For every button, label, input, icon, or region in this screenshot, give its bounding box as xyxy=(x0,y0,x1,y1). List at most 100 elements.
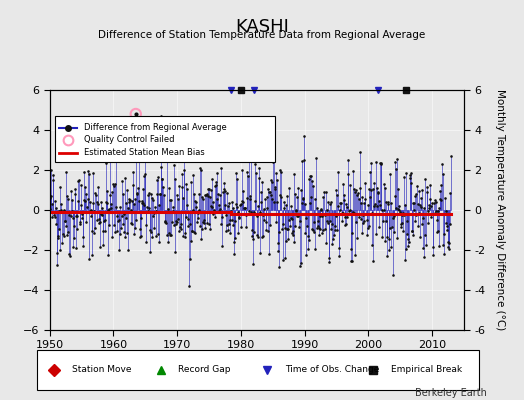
Point xyxy=(143,204,151,210)
Point xyxy=(444,239,453,246)
Point xyxy=(205,221,213,228)
Point xyxy=(181,230,190,236)
Point xyxy=(118,220,127,227)
Point xyxy=(323,199,332,205)
Point xyxy=(304,233,312,239)
Point xyxy=(299,195,307,202)
Point xyxy=(445,245,453,252)
Point xyxy=(440,231,449,238)
Point xyxy=(161,220,170,226)
Point xyxy=(97,198,105,205)
Point xyxy=(135,226,144,233)
Point xyxy=(60,218,69,224)
Point xyxy=(314,224,323,231)
Point xyxy=(222,228,230,234)
Point xyxy=(209,211,217,217)
Point xyxy=(330,231,338,238)
Point xyxy=(273,177,281,183)
Point xyxy=(74,198,82,204)
Point xyxy=(293,213,301,219)
Point xyxy=(392,235,401,241)
Point xyxy=(253,232,261,238)
Point xyxy=(387,244,396,250)
Point xyxy=(412,212,421,218)
Point xyxy=(99,228,107,234)
Point xyxy=(235,215,243,222)
Point xyxy=(145,190,153,197)
Point xyxy=(141,171,150,178)
Point xyxy=(434,205,443,211)
Point xyxy=(394,206,402,212)
Point xyxy=(133,191,141,197)
Point xyxy=(219,243,227,249)
Point xyxy=(436,197,445,204)
Point xyxy=(210,207,218,214)
Point xyxy=(242,212,250,219)
Point xyxy=(174,196,182,202)
Point xyxy=(293,194,302,201)
Point xyxy=(291,223,300,229)
Point xyxy=(139,200,147,206)
Point xyxy=(157,164,166,170)
Point xyxy=(291,191,299,197)
Point xyxy=(239,188,247,194)
Point xyxy=(405,239,413,245)
Point xyxy=(350,186,358,193)
Point xyxy=(420,254,428,260)
Point xyxy=(206,194,214,200)
Point xyxy=(250,209,258,216)
Point xyxy=(333,192,341,198)
Point xyxy=(407,180,416,186)
Point xyxy=(430,200,438,206)
Point xyxy=(272,198,281,205)
Point xyxy=(58,240,66,246)
Point xyxy=(287,215,295,222)
Point xyxy=(146,227,154,234)
Point xyxy=(56,184,64,190)
Point xyxy=(243,195,251,202)
Point xyxy=(211,179,220,186)
Point xyxy=(241,205,249,211)
Point xyxy=(367,187,375,193)
Point xyxy=(309,227,318,233)
Point xyxy=(161,218,169,225)
Point xyxy=(143,238,151,245)
Point xyxy=(240,205,248,211)
Point xyxy=(237,201,245,208)
Point xyxy=(337,200,345,206)
Point xyxy=(212,182,220,188)
Point xyxy=(280,255,289,262)
Point xyxy=(375,224,384,230)
Point xyxy=(285,216,293,223)
Point xyxy=(315,232,323,238)
Point xyxy=(63,232,71,238)
Point xyxy=(345,181,354,188)
Point xyxy=(57,207,66,213)
Point xyxy=(350,209,358,216)
Point xyxy=(420,205,429,211)
Point xyxy=(173,216,182,222)
Point xyxy=(234,230,243,237)
Point xyxy=(299,195,308,202)
Point xyxy=(169,204,177,210)
Point xyxy=(212,170,221,176)
Point xyxy=(194,207,203,214)
Point xyxy=(79,234,87,240)
Point xyxy=(63,196,72,202)
Point xyxy=(351,252,359,258)
Point xyxy=(177,226,185,232)
Point xyxy=(67,188,75,194)
Point xyxy=(194,215,202,222)
Point xyxy=(131,196,139,202)
Point xyxy=(208,176,216,182)
Point xyxy=(271,184,279,191)
Point xyxy=(86,213,95,220)
Point xyxy=(270,199,278,205)
Point xyxy=(398,220,406,226)
Point xyxy=(132,217,140,223)
Point xyxy=(82,219,91,225)
Point xyxy=(335,244,344,251)
Point xyxy=(73,213,81,220)
Point xyxy=(88,252,96,259)
Point xyxy=(183,185,192,192)
